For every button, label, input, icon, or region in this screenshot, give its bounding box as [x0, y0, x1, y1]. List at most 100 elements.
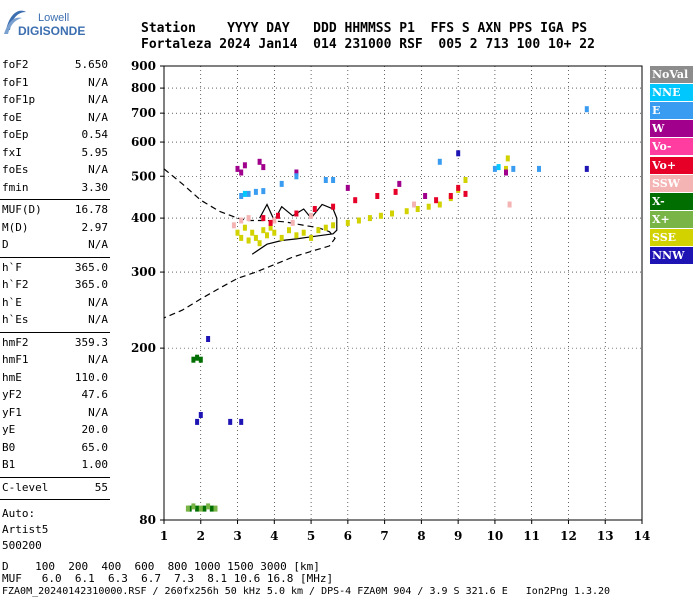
echo-point-w: [239, 169, 244, 176]
x-tick-label: 10: [487, 529, 504, 543]
param-row: hmF2 359.3: [2, 336, 108, 350]
echo-point-sse: [331, 222, 336, 229]
clevel-row: C-level 55: [2, 481, 108, 495]
header-row2: Fortaleza 2024 Jan14 014 231000 RSF 005 …: [141, 37, 595, 52]
param-row: B1 1.00: [2, 458, 108, 472]
echo-point-sse: [404, 208, 409, 215]
param-name: foF1: [2, 75, 29, 89]
param-row: foEp 0.54: [2, 128, 108, 142]
param-row: foEs N/A: [2, 163, 108, 177]
y-tick-label: 200: [131, 341, 156, 355]
x-tick-label: 3: [233, 529, 241, 543]
echo-point-x-: [185, 505, 190, 512]
echo-point-sse: [309, 234, 314, 241]
param-value: 1.00: [81, 458, 109, 471]
echo-point-sse: [287, 227, 291, 234]
param-value: 5.95: [81, 145, 109, 159]
echo-point-w: [345, 184, 350, 191]
echo-point-e: [239, 193, 244, 199]
param-name: B1: [2, 458, 16, 471]
echo-point-ssw: [239, 217, 244, 224]
param-row: B0 65.0: [2, 441, 108, 455]
echo-point-e: [537, 165, 541, 172]
echo-point-vo-: [353, 197, 358, 204]
echo-point-sse: [367, 215, 372, 222]
x-tick-label: 9: [454, 529, 462, 543]
param-row: fmin 3.30: [2, 181, 108, 195]
echo-point-nnw: [198, 412, 203, 418]
auto-line: Auto:: [2, 507, 36, 520]
param-value: N/A: [88, 93, 108, 106]
y-tick-label: 700: [131, 106, 156, 120]
param-row: h`E N/A: [2, 296, 108, 310]
y-tick-label: 400: [131, 211, 156, 225]
echo-point-vo-: [261, 215, 266, 222]
echo-point-x-: [198, 356, 203, 363]
echo-point-ssw: [507, 201, 512, 208]
param-row: D N/A: [2, 238, 108, 252]
echo-point-w: [294, 169, 299, 176]
param-name: M(D): [2, 220, 29, 234]
echo-point-sse: [390, 210, 394, 217]
param-name: h`Es: [2, 313, 29, 326]
param-name: D: [2, 238, 9, 251]
echo-point-vo-: [312, 206, 317, 212]
echo-point-sse: [261, 227, 266, 234]
echo-point-x-: [206, 503, 211, 510]
param-value: 3.30: [81, 180, 109, 194]
x-tick-label: 12: [560, 529, 577, 543]
param-name: foE: [2, 110, 22, 124]
logo-line1: Lowell: [38, 12, 70, 24]
echo-point-sse: [301, 229, 306, 236]
param-value: N/A: [88, 238, 108, 251]
echo-point-ssw: [412, 201, 416, 208]
echo-point-vo-: [463, 190, 468, 197]
param-name: foF2: [2, 58, 29, 71]
echo-point-vo-: [276, 212, 280, 219]
echo-point-e: [492, 165, 497, 172]
param-name: h`E: [2, 295, 22, 309]
param-row: foE N/A: [2, 111, 108, 125]
auto-line: Artist5: [2, 523, 49, 536]
legend-item-x-: X+: [650, 210, 693, 228]
echo-point-e: [584, 106, 589, 113]
echo-point-nnw: [206, 336, 211, 342]
muf-scale-line: MUF 6.0 6.1 6.3 6.7 7.3 8.1 10.6 16.8 [M…: [2, 572, 334, 585]
param-row: yF1 N/A: [2, 406, 108, 420]
echo-point-x-: [195, 354, 200, 361]
x-tick-label: 6: [344, 529, 352, 543]
param-row: foF1 N/A: [2, 76, 108, 90]
echo-point-sse: [323, 224, 328, 231]
x-tick-label: 14: [634, 529, 651, 543]
echo-point-sse: [437, 201, 442, 208]
echo-point-x-: [198, 505, 203, 512]
y-tick-label: 900: [131, 59, 156, 73]
logo-swirl-icon: [4, 10, 26, 34]
echo-point-sse: [504, 165, 508, 172]
param-value: 0.54: [81, 128, 109, 141]
echo-point-nnw: [456, 150, 461, 157]
echo-point-w: [242, 162, 247, 169]
digisonde-logo: Lowell DIGISONDE: [2, 4, 85, 38]
param-value: N/A: [88, 313, 108, 326]
param-name: foEs: [2, 163, 29, 176]
echo-point-w: [397, 180, 402, 187]
param-value: 110.0: [74, 370, 108, 384]
param-value: N/A: [88, 110, 108, 124]
y-tick-label: 800: [131, 81, 156, 95]
param-name: MUF(D): [2, 203, 42, 216]
panel-divider: [0, 256, 110, 258]
x-tick-label: 11: [523, 529, 540, 543]
echo-point-e: [246, 190, 251, 197]
x-tick-label: 5: [307, 529, 315, 543]
param-row: h`F 365.0: [2, 261, 108, 275]
param-value: 2.97: [81, 220, 109, 234]
legend-item-e: E: [650, 102, 693, 120]
param-name: fmin: [2, 180, 29, 194]
echo-point-vo-: [448, 193, 453, 199]
header-row1: Station YYYY DAY DDD HHMMSS P1 FFS S AXN…: [141, 21, 588, 36]
echo-point-nnw: [239, 418, 244, 425]
param-value: 65.0: [81, 440, 109, 454]
legend-item-vo-: Vo-: [650, 138, 693, 156]
echo-point-ssw: [231, 222, 236, 229]
